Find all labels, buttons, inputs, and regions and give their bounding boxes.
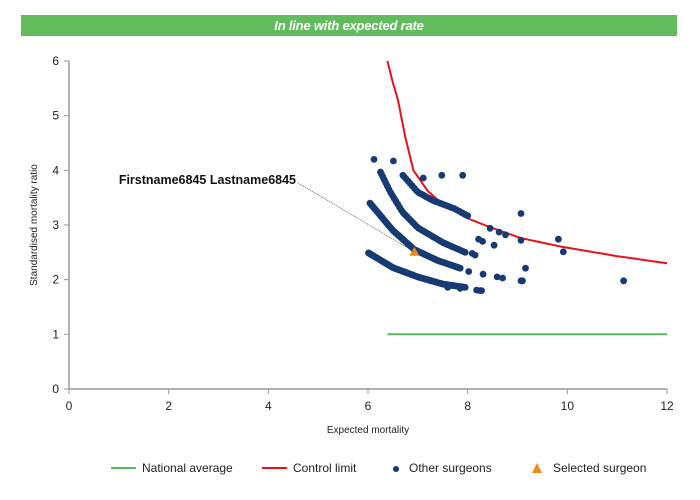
other-surgeon-point — [390, 157, 397, 165]
y-tick-label: 2 — [52, 273, 59, 287]
other-surgeon-point — [461, 248, 469, 256]
y-tick-label: 0 — [52, 382, 59, 396]
y-tick-label: 3 — [52, 218, 59, 232]
other-surgeon-point — [486, 224, 494, 232]
other-surgeon-point — [522, 264, 529, 272]
other-surgeon-point — [517, 236, 525, 244]
x-tick-label: 12 — [660, 399, 674, 413]
x-tick-label: 10 — [561, 399, 575, 413]
chart-marks — [365, 60, 668, 336]
annotations: Firstname6845 Lastname6845 — [119, 173, 415, 253]
other-surgeon-point — [438, 171, 446, 179]
x-tick-label: 6 — [365, 399, 372, 413]
other-surgeon-point — [519, 277, 526, 285]
other-surgeon-point — [444, 283, 452, 291]
y-tick-label: 5 — [52, 109, 59, 123]
other-surgeon-point — [490, 241, 498, 249]
other-surgeon-point — [559, 248, 567, 256]
y-tick-label: 4 — [52, 163, 59, 177]
legend-label: Selected surgeon — [553, 461, 646, 475]
other-surgeon-point — [499, 274, 506, 282]
legend-label: Other surgeons — [409, 461, 492, 475]
other-surgeon-point — [465, 268, 473, 275]
other-surgeon-point — [620, 277, 627, 285]
other-surgeon-point — [471, 251, 479, 259]
x-tick-label: 8 — [464, 399, 471, 413]
x-tick-label: 4 — [265, 399, 272, 413]
other-surgeon-point — [464, 212, 472, 220]
other-surgeon-point — [459, 171, 467, 179]
other-surgeon-point — [493, 273, 501, 281]
other-surgeon-point — [456, 285, 464, 292]
y-axis-title: Standardised mortality ratio — [29, 164, 40, 286]
other-surgeon-point — [478, 287, 485, 294]
other-surgeon-point — [495, 228, 503, 236]
legend-label: Control limit — [293, 461, 357, 475]
status-banner: In line with expected rate — [21, 15, 677, 36]
legend-label: National average — [142, 461, 233, 475]
y-tick-label: 6 — [52, 54, 59, 68]
legend-swatch-dot — [393, 466, 399, 472]
other-surgeon-point — [456, 264, 464, 272]
other-surgeon-point — [502, 231, 509, 239]
legend-swatch-triangle — [532, 463, 542, 473]
x-tick-label: 2 — [165, 399, 172, 413]
legend: National average Control limit Other surge… — [111, 461, 646, 475]
other-surgeon-point — [555, 235, 562, 243]
legend-item-control-limit: Control limit — [262, 461, 357, 475]
legend-item-selected-surgeon: Selected surgeon — [532, 461, 646, 475]
y-tick-label: 1 — [52, 327, 59, 341]
x-tick-label: 0 — [66, 399, 73, 413]
legend-item-other-surgeons: Other surgeons — [393, 461, 492, 475]
selected-surgeon-label: Firstname6845 Lastname6845 — [119, 173, 296, 187]
other-surgeon-point — [370, 156, 378, 163]
other-surgeon-point — [479, 270, 487, 278]
other-surgeon-point — [517, 210, 525, 217]
other-surgeon-point — [419, 174, 427, 182]
annotation-leader-line — [297, 182, 415, 253]
other-surgeon-point — [479, 238, 486, 245]
x-axis-title: Expected mortality — [327, 425, 409, 436]
selected-surgeon-marker — [409, 246, 420, 256]
legend-item-national-average: National average — [111, 461, 233, 475]
